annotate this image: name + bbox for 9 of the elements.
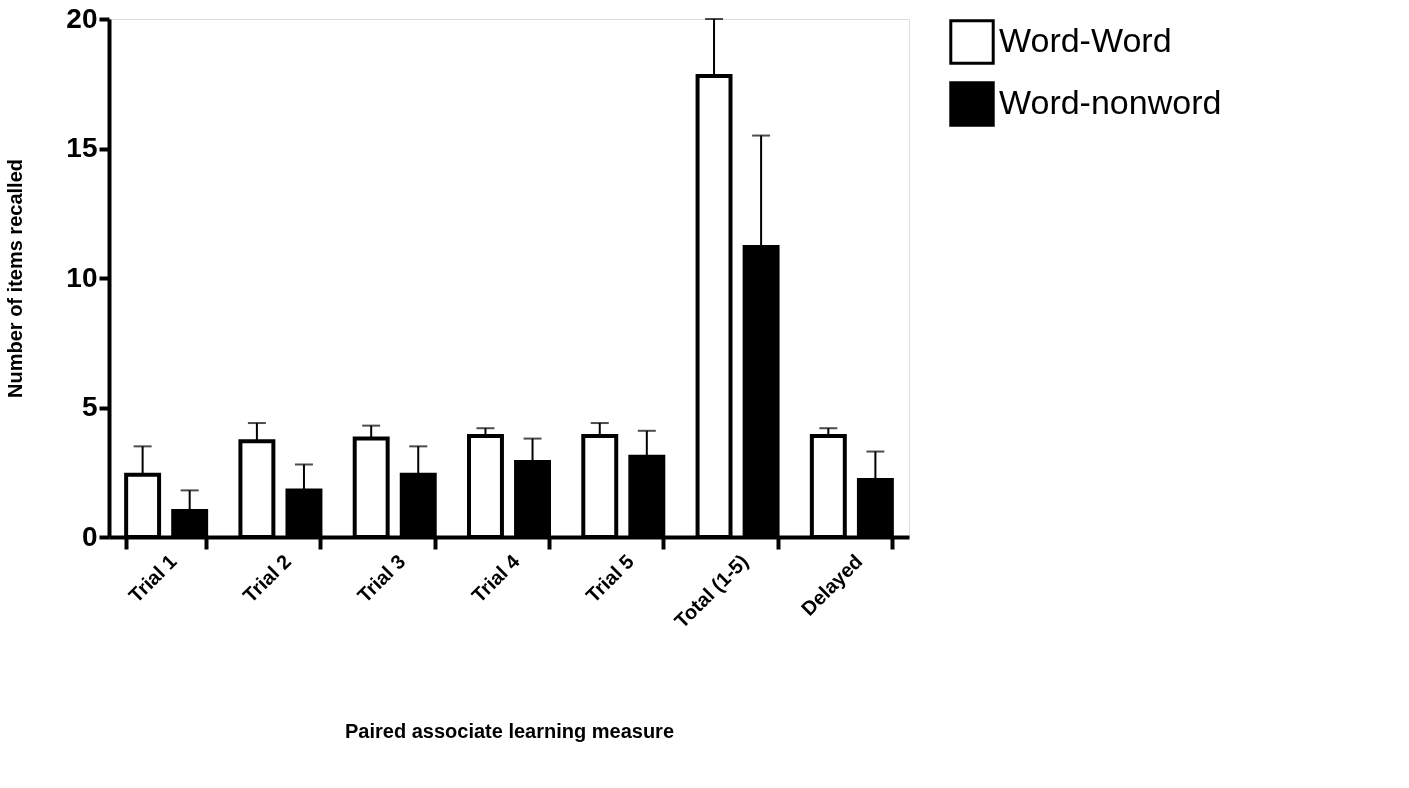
y-tick-label: 20	[66, 2, 98, 34]
y-tick-label: 10	[66, 261, 98, 293]
y-axis-title: Number of items recalled	[4, 159, 27, 398]
legend-label: Word-Word	[999, 21, 1172, 59]
legend-label: Word-nonword	[999, 83, 1222, 121]
y-tick-label: 0	[81, 520, 98, 552]
y-tick-label: 15	[66, 132, 98, 163]
x-axis-title: Paired associate learning measure	[344, 720, 675, 743]
y-tick-label: 5	[81, 391, 98, 422]
